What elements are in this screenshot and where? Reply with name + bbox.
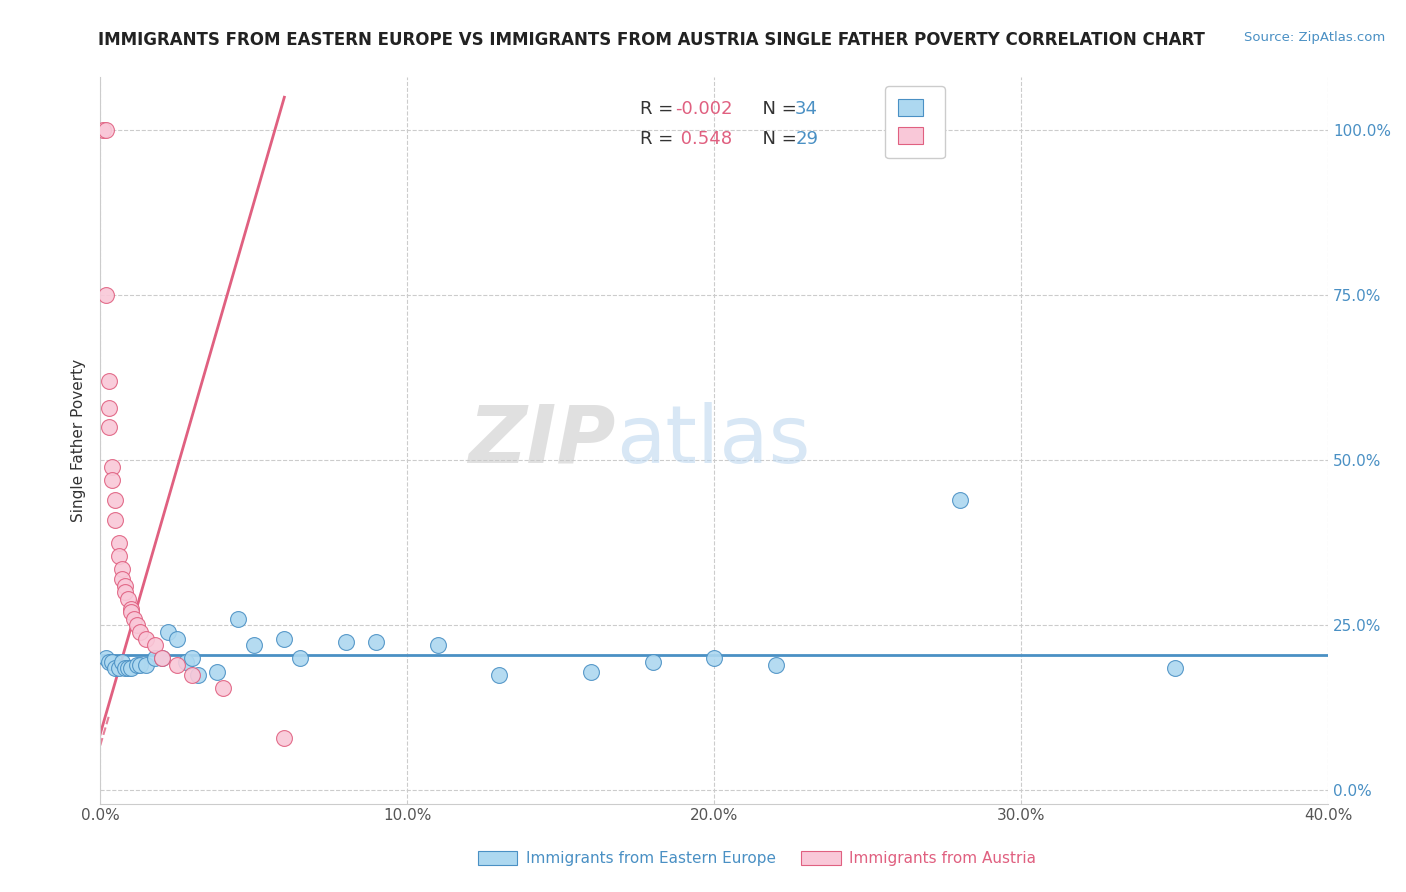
Point (273, 632, 295, 646)
Text: 34: 34 (796, 100, 818, 118)
Point (111, 655, 134, 669)
Text: N =: N = (751, 130, 803, 148)
Point (641, 655, 664, 669)
Point (107, 549, 129, 563)
Point (125, 657, 148, 672)
Text: IMMIGRANTS FROM EASTERN EUROPE VS IMMIGRANTS FROM AUSTRIA SINGLE FATHER POVERTY : IMMIGRANTS FROM EASTERN EUROPE VS IMMIGR… (98, 31, 1205, 49)
Point (122, 612, 145, 626)
Legend: , : , (884, 87, 945, 159)
Point (135, 632, 157, 646)
Point (181, 651, 204, 665)
Point (111, 562, 134, 576)
Point (242, 638, 264, 652)
Point (98, 420, 121, 434)
Point (426, 638, 449, 652)
Point (117, 591, 139, 606)
Point (949, 492, 972, 507)
Point (226, 612, 249, 626)
Point (581, 665, 603, 679)
Point (288, 651, 311, 665)
Point (125, 618, 148, 632)
Point (488, 668, 510, 682)
Point (96, 123, 118, 137)
Point (765, 657, 787, 672)
Point (129, 624, 152, 639)
Point (107, 661, 129, 675)
Point (145, 638, 167, 652)
Point (135, 657, 157, 672)
Point (166, 632, 188, 646)
Point (174, 655, 197, 669)
Point (114, 661, 136, 675)
Point (114, 585, 136, 599)
Point (145, 651, 167, 665)
Text: 0.548: 0.548 (675, 130, 733, 148)
Point (101, 473, 124, 487)
Point (335, 635, 357, 649)
Point (166, 657, 188, 672)
Text: N =: N = (751, 100, 803, 118)
Point (366, 635, 388, 649)
Point (98, 401, 121, 415)
Point (187, 668, 209, 682)
Y-axis label: Single Father Poverty: Single Father Poverty (72, 359, 86, 522)
Text: atlas: atlas (616, 401, 810, 480)
Text: R =: R = (641, 130, 679, 148)
Point (111, 572, 134, 586)
Text: Immigrants from Eastern Europe: Immigrants from Eastern Europe (526, 851, 776, 865)
Point (107, 536, 129, 550)
Point (150, 651, 173, 665)
Text: -0.002: -0.002 (675, 100, 733, 118)
Point (101, 655, 124, 669)
Text: Immigrants from Austria: Immigrants from Austria (849, 851, 1036, 865)
Point (96, 651, 118, 665)
Point (129, 657, 152, 672)
Point (114, 579, 136, 593)
Point (96, 288, 118, 302)
Point (703, 651, 725, 665)
Point (117, 661, 139, 675)
Text: 29: 29 (796, 130, 818, 148)
Point (91, 123, 114, 137)
Point (212, 681, 235, 695)
Point (104, 492, 127, 507)
Point (205, 665, 228, 679)
Point (273, 731, 295, 745)
Point (156, 624, 179, 639)
Point (120, 661, 142, 675)
Point (120, 605, 142, 619)
Point (101, 459, 124, 474)
Point (98, 374, 121, 388)
Point (150, 651, 173, 665)
Text: ZIP: ZIP (468, 401, 616, 480)
Point (181, 668, 204, 682)
Point (104, 513, 127, 527)
Text: Source: ZipAtlas.com: Source: ZipAtlas.com (1244, 31, 1385, 45)
Point (1163, 661, 1185, 675)
Point (104, 661, 127, 675)
Text: R =: R = (641, 100, 679, 118)
Point (120, 602, 142, 616)
Point (98, 655, 121, 669)
